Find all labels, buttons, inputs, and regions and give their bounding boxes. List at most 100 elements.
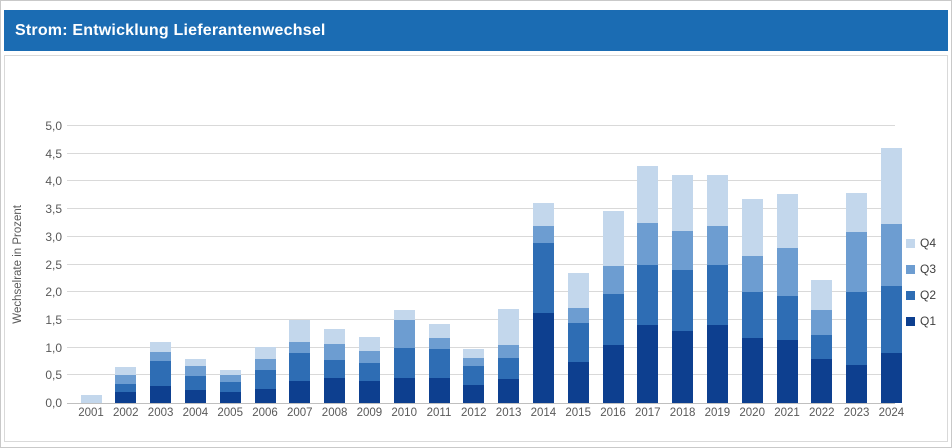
x-tick-label-2001: 2001 [78, 407, 104, 419]
x-tick-label-2013: 2013 [495, 407, 522, 419]
bar-segment-q1-2013 [498, 378, 520, 403]
bar-segment-q3-2015 [567, 308, 589, 324]
bar-segment-q4-2008 [324, 329, 346, 345]
bar-segment-q2-2019 [706, 264, 728, 326]
bar-group-2003 [150, 342, 172, 403]
y-axis-ticks: 0,0 0,5 1,0 1,5 2,0 2,5 3,0 3,5 4,0 4,5 5,0 [23, 120, 62, 409]
gridline [67, 346, 895, 348]
bar-segment-q4-2017 [637, 166, 659, 223]
bar-group-2002 [115, 367, 137, 403]
bar-segment-q4-2013 [498, 308, 520, 346]
bar-segment-q2-2003 [150, 361, 172, 387]
bar-segment-q4-2024 [880, 148, 902, 225]
x-tick-label-2014: 2014 [530, 407, 557, 419]
title-bar: Strom: Entwicklung Lieferantenwechsel [4, 10, 948, 51]
y-tick-label: 0,5 [45, 368, 62, 383]
bar-segment-q3-2016 [602, 266, 624, 294]
bar-segment-q3-2002 [115, 375, 137, 384]
y-tick-label: 4,5 [45, 146, 62, 161]
bar-segment-q1-2011 [428, 378, 450, 403]
x-axis-line [67, 403, 895, 404]
bar-group-2017 [637, 166, 659, 403]
x-tick-label-2012: 2012 [461, 407, 487, 419]
gridline [67, 180, 895, 182]
bar-segment-q1-2020 [741, 338, 763, 403]
bar-group-2023 [846, 192, 868, 403]
legend: Q4 Q3 Q2 Q1 [906, 237, 936, 328]
bar-group-2015 [567, 273, 589, 403]
plot-area [67, 125, 902, 404]
bar-segment-q1-2017 [637, 325, 659, 403]
bar-segment-q4-2021 [776, 193, 798, 248]
x-tick-label-2015: 2015 [565, 407, 591, 419]
bar-segment-q4-2009 [358, 337, 380, 351]
bar-segment-q1-2023 [846, 365, 868, 403]
bar-segment-q4-2016 [602, 210, 624, 267]
bar-segment-q2-2014 [532, 242, 554, 314]
bar-group-2009 [358, 337, 380, 403]
x-tick-label-2010: 2010 [391, 407, 417, 419]
bar-segment-q3-2011 [428, 337, 450, 349]
gridline [67, 235, 895, 237]
x-tick-label-2022: 2022 [809, 407, 835, 419]
bar-segment-q1-2018 [672, 330, 694, 403]
legend-item-q1: Q1 [906, 315, 936, 328]
x-tick-label-2016: 2016 [600, 407, 626, 419]
x-tick-label-2006: 2006 [252, 407, 278, 419]
bar-segment-q4-2002 [115, 367, 137, 376]
bar-segment-q4-2011 [428, 323, 450, 338]
bar-segment-q1-2006 [254, 389, 276, 403]
x-tick-label-2019: 2019 [704, 407, 731, 419]
legend-label-q4: Q4 [920, 236, 937, 250]
y-tick-label: 3,0 [45, 229, 62, 244]
bar-segment-q3-2008 [324, 344, 346, 360]
bar-segment-q1-2003 [150, 386, 172, 403]
bar-group-2006 [254, 346, 276, 403]
bar-segment-q4-2020 [741, 198, 763, 256]
legend-item-q2: Q2 [906, 289, 936, 302]
x-tick-label-2018: 2018 [669, 407, 696, 419]
gridline [67, 152, 895, 154]
legend-swatch-q3 [906, 265, 915, 274]
bar-segment-q2-2012 [463, 365, 485, 386]
bar-segment-q2-2024 [880, 285, 902, 354]
x-tick-label-2009: 2009 [356, 407, 383, 419]
bar-segment-q4-2019 [706, 174, 728, 226]
legend-label-q1: Q1 [920, 314, 937, 328]
x-tick-label-2017: 2017 [635, 407, 661, 419]
bar-segment-q2-2011 [428, 348, 450, 379]
bar-group-2005 [219, 369, 241, 403]
x-tick-label-2007: 2007 [287, 407, 313, 419]
bar-segment-q3-2017 [637, 222, 659, 265]
bar-segment-q3-2023 [846, 231, 868, 293]
bar-segment-q1-2010 [393, 377, 415, 403]
bar-segment-q1-2012 [463, 385, 485, 403]
bar-segment-q2-2020 [741, 291, 763, 339]
x-tick-label-2004: 2004 [182, 407, 209, 419]
x-tick-label-2023: 2023 [843, 407, 870, 419]
bar-group-2024 [880, 148, 902, 403]
bar-segment-q3-2003 [150, 352, 172, 362]
bar-segment-q4-2001 [80, 394, 102, 403]
bar-segment-q2-2010 [393, 347, 415, 378]
bar-segment-q3-2014 [532, 225, 554, 243]
bar-segment-q3-2004 [184, 366, 206, 377]
bar-group-2022 [811, 280, 833, 403]
legend-label-q3: Q3 [920, 262, 937, 276]
bar-segment-q2-2018 [672, 270, 694, 331]
bar-group-2004 [184, 358, 206, 403]
bar-segment-q3-2022 [811, 309, 833, 335]
bar-segment-q3-2012 [463, 357, 485, 366]
bar-group-2014 [532, 203, 554, 403]
bar-segment-q1-2014 [532, 313, 554, 403]
y-tick-label: 0,0 [45, 396, 62, 410]
bar-group-2011 [428, 323, 450, 403]
bar-segment-q1-2009 [358, 380, 380, 403]
bar-segment-q4-2015 [567, 273, 589, 309]
legend-item-q3: Q3 [906, 263, 936, 276]
legend-swatch-q1 [906, 317, 915, 326]
bar-segment-q2-2006 [254, 369, 276, 390]
bar-group-2016 [602, 210, 624, 403]
y-tick-label: 4,0 [45, 174, 62, 189]
